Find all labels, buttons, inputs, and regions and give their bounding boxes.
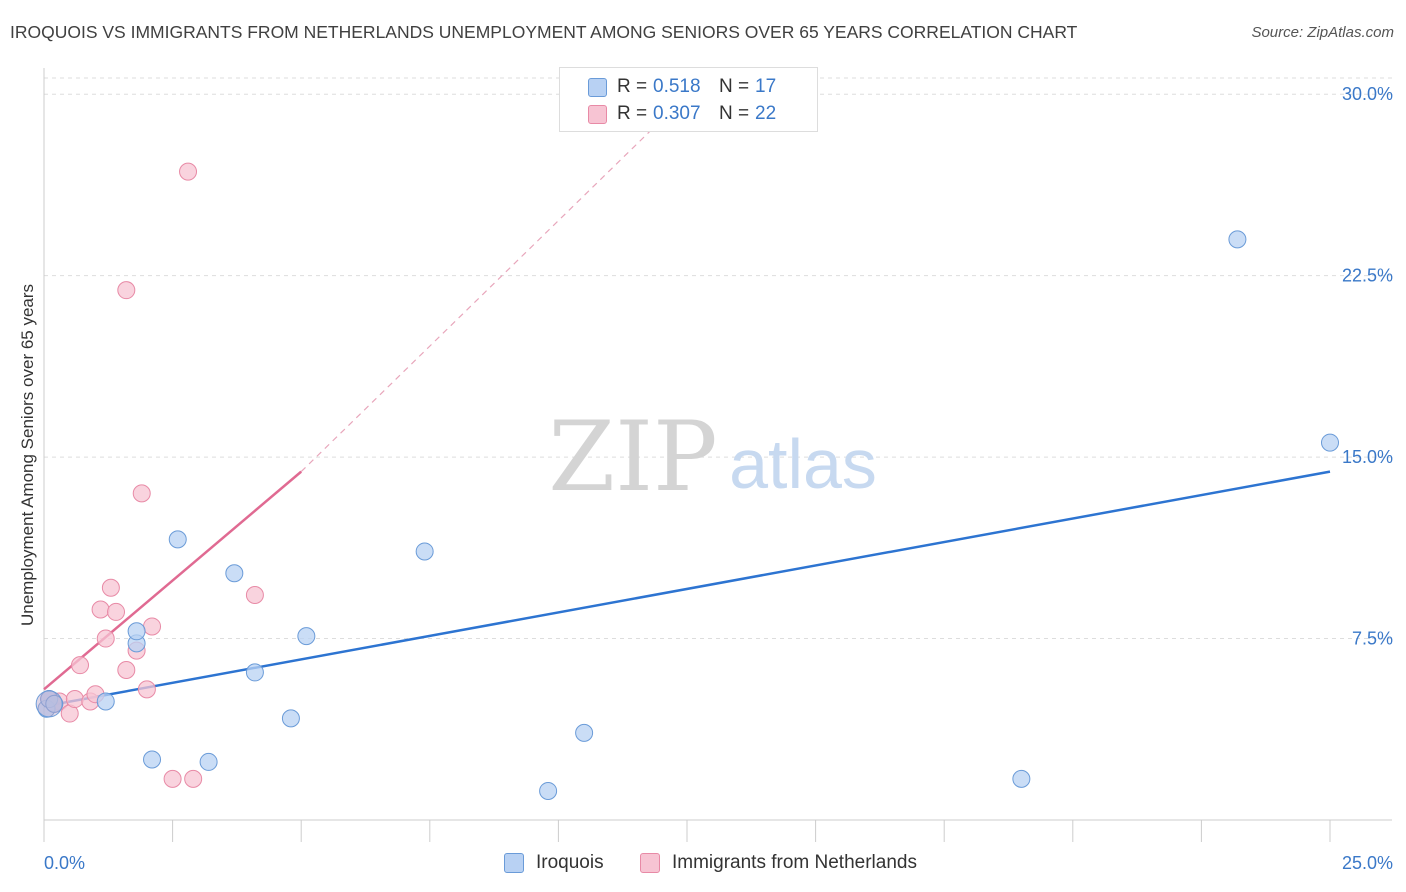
trend-lines <box>43 69 1331 708</box>
data-point-iroquois <box>45 694 64 713</box>
y-axis-label: Unemployment Among Seniors over 65 years <box>18 283 37 627</box>
data-point-iroquois <box>143 750 162 769</box>
data-point-netherlands <box>143 617 162 636</box>
bottom-legend-swatch-iroquois <box>504 853 524 873</box>
data-point-iroquois <box>1012 769 1031 788</box>
x-tick-label: 25.0% <box>1342 853 1393 873</box>
watermark-atlas: atlas <box>729 425 877 503</box>
data-point-iroquois <box>281 709 300 728</box>
legend-n-value: 22 <box>755 103 777 124</box>
data-point-netherlands <box>96 629 115 648</box>
data-points <box>35 162 1339 800</box>
legend-swatch-netherlands <box>588 104 607 124</box>
tick-labels: 7.5% 15.0% 22.5% 30.0% 0.0% 25.0% <box>44 84 1393 873</box>
data-point-netherlands <box>184 769 203 788</box>
bottom-legend-label-iroquois: Iroquois <box>536 852 604 873</box>
x-tick-label: 0.0% <box>44 853 85 873</box>
data-point-netherlands <box>137 680 156 699</box>
data-point-iroquois <box>127 622 146 641</box>
data-point-iroquois <box>575 723 594 742</box>
data-point-netherlands <box>65 690 84 709</box>
data-point-iroquois <box>297 627 316 646</box>
legend-row-iroquois: R = 0.518 N = 17 <box>560 74 776 100</box>
data-point-iroquois <box>199 752 218 771</box>
data-point-iroquois <box>1228 230 1247 249</box>
data-point-netherlands <box>101 578 120 597</box>
data-point-iroquois <box>168 530 187 549</box>
data-point-netherlands <box>71 656 90 675</box>
data-point-iroquois <box>96 692 115 711</box>
y-tick-label: 15.0% <box>1342 447 1393 467</box>
data-point-cluster <box>35 690 63 718</box>
bottom-legend-swatch-netherlands <box>640 853 660 873</box>
trend-extension-netherlands <box>300 69 714 473</box>
data-point-netherlands <box>163 769 182 788</box>
watermark-zip: ZIP <box>548 401 717 513</box>
bottom-legend-label-netherlands: Immigrants from Netherlands <box>672 852 917 873</box>
correlation-legend: R = 0.518 N = 17 R = 0.307 N = 22 <box>559 67 818 132</box>
source-label: Source: ZipAtlas.com <box>1251 24 1394 41</box>
data-point-iroquois <box>225 564 244 583</box>
legend-n-label: N = <box>719 103 750 124</box>
bottom-legend-iroquois: Iroquois <box>504 852 604 874</box>
data-point-netherlands <box>91 600 110 619</box>
data-point-iroquois <box>539 781 558 800</box>
y-tick-label: 7.5% <box>1352 629 1393 649</box>
data-point-netherlands <box>117 281 136 300</box>
data-point-iroquois <box>1321 433 1339 452</box>
data-point-netherlands <box>132 484 151 503</box>
legend-r-value: 0.307 <box>653 103 701 124</box>
legend-r-value: 0.518 <box>653 76 701 97</box>
data-point-netherlands <box>245 586 264 604</box>
data-point-netherlands <box>107 602 126 621</box>
data-point-iroquois <box>415 542 434 561</box>
y-tick-label: 30.0% <box>1342 84 1393 104</box>
watermark: ZIP atlas <box>548 401 877 513</box>
trend-line-netherlands <box>43 470 303 691</box>
grid <box>44 77 1392 640</box>
axes <box>43 68 1392 842</box>
data-point-netherlands <box>117 661 136 679</box>
legend-n-value: 17 <box>755 76 777 97</box>
data-point-netherlands <box>179 162 198 181</box>
legend-r-label: R = <box>617 76 648 97</box>
legend-swatch-iroquois <box>588 77 607 97</box>
legend-r-label: R = <box>617 103 648 124</box>
data-point-iroquois <box>245 663 264 682</box>
legend-row-netherlands: R = 0.307 N = 22 <box>560 101 776 127</box>
legend-n-label: N = <box>719 76 750 97</box>
y-tick-label: 22.5% <box>1342 266 1393 286</box>
chart-title: IROQUOIS VS IMMIGRANTS FROM NETHERLANDS … <box>10 22 1078 42</box>
bottom-legend-netherlands: Immigrants from Netherlands <box>640 852 917 874</box>
